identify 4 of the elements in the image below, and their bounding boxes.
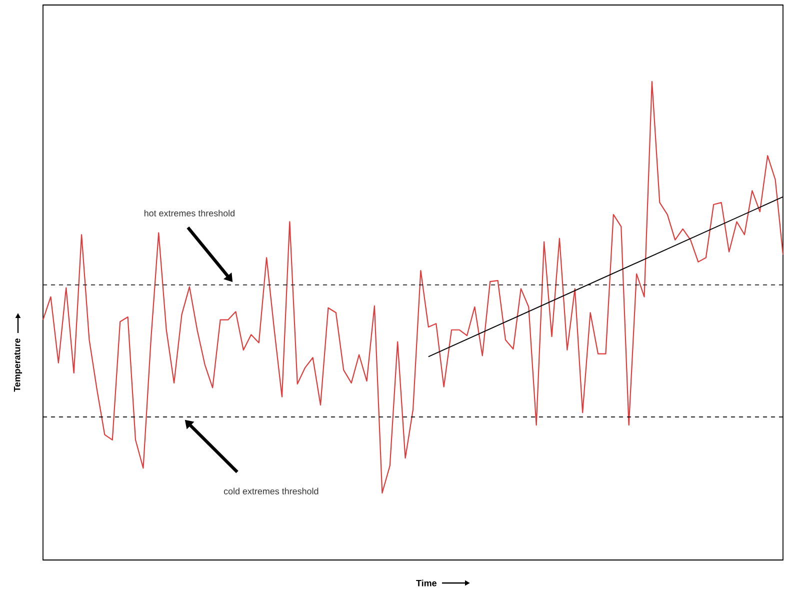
annotation: hot extremes threshold bbox=[144, 210, 234, 216]
annotation: cold extremes threshold bbox=[224, 488, 318, 494]
y-axis-title: Temperature bbox=[14, 338, 22, 392]
x-axis-title: Time bbox=[416, 580, 437, 586]
